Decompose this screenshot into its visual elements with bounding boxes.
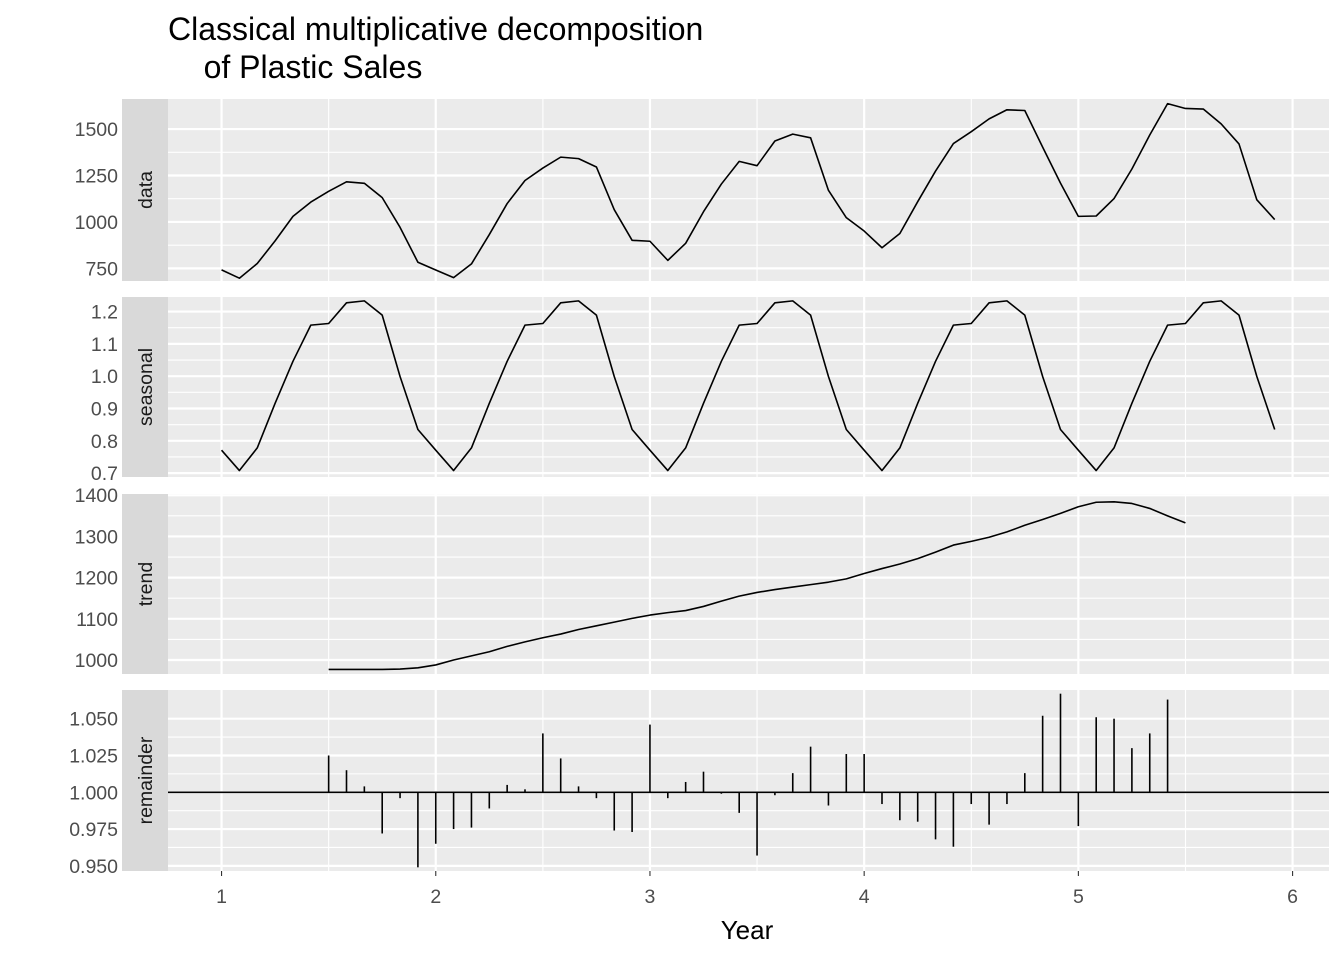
x-axis-title: Year [721, 915, 774, 945]
facet-strip [122, 297, 168, 477]
y-tick-label: 1.2 [91, 302, 118, 324]
y-tick-label: 0.975 [69, 819, 118, 841]
facet-panels: 750 1000 1250 1500 data 0.7 0.8 0.9 1.0 1.1 1.2 sea… [69, 99, 1329, 878]
y-tick-label: 1.050 [69, 709, 118, 731]
panel-background [168, 297, 1329, 477]
y-tick-label: 1500 [75, 119, 119, 141]
y-tick-label: 1.0 [91, 366, 118, 388]
y-tick-label: 1400 [75, 485, 119, 507]
y-tick-label: 1300 [75, 526, 119, 548]
y-tick-label: 1000 [75, 650, 119, 672]
y-tick-label: 1200 [75, 568, 119, 590]
x-axis: 1 2 3 4 5 6 [216, 871, 1298, 908]
facet-strip [122, 99, 168, 281]
x-tick-label: 6 [1287, 886, 1298, 908]
y-tick-label: 750 [85, 258, 118, 280]
facet-data: 750 1000 1250 1500 data [75, 99, 1329, 281]
y-tick-label: 0.9 [91, 398, 118, 420]
facet-strip [122, 494, 168, 674]
x-tick-label: 2 [430, 886, 441, 908]
x-tick-label: 3 [645, 886, 656, 908]
y-tick-label: 0.950 [69, 856, 118, 878]
y-tick-label: 1.1 [91, 334, 118, 356]
x-tick-label: 4 [859, 886, 870, 908]
y-tick-label: 1100 [76, 609, 118, 631]
facet-strip-label: data [135, 171, 157, 209]
series-line-seasonal [220, 300, 1276, 472]
series-line-trend [328, 501, 1186, 671]
y-tick-label: 1.025 [69, 745, 118, 767]
y-tick-label: 1250 [75, 166, 119, 188]
series-line-data [221, 102, 1276, 280]
y-tick-label: 1.000 [69, 782, 118, 804]
panel-background [168, 690, 1329, 871]
panel-background [168, 494, 1329, 674]
facet-strip-label: trend [135, 562, 157, 606]
x-tick-label: 1 [216, 886, 227, 908]
y-tick-label: 1000 [75, 212, 119, 234]
facet-strip-label: seasonal [135, 348, 157, 426]
chart-title-line: of Plastic Sales [168, 49, 422, 85]
facet-seasonal: 0.7 0.8 0.9 1.0 1.1 1.2 seasonal [91, 297, 1329, 485]
x-tick-label: 5 [1073, 886, 1084, 908]
facet-strip [122, 690, 168, 871]
facet-strip-label: remainder [135, 736, 157, 824]
chart-title-line: Classical multiplicative decomposition [168, 11, 703, 47]
y-tick-label: 0.7 [91, 463, 118, 485]
y-tick-label: 0.8 [91, 431, 118, 453]
chart-title: Classical multiplicative decomposition o… [168, 11, 703, 85]
facet-remainder: 0.950 0.975 1.000 1.025 1.050 remainder [69, 690, 1329, 878]
facet-trend: 1000 1100 1200 1300 1400 trend [75, 485, 1329, 674]
